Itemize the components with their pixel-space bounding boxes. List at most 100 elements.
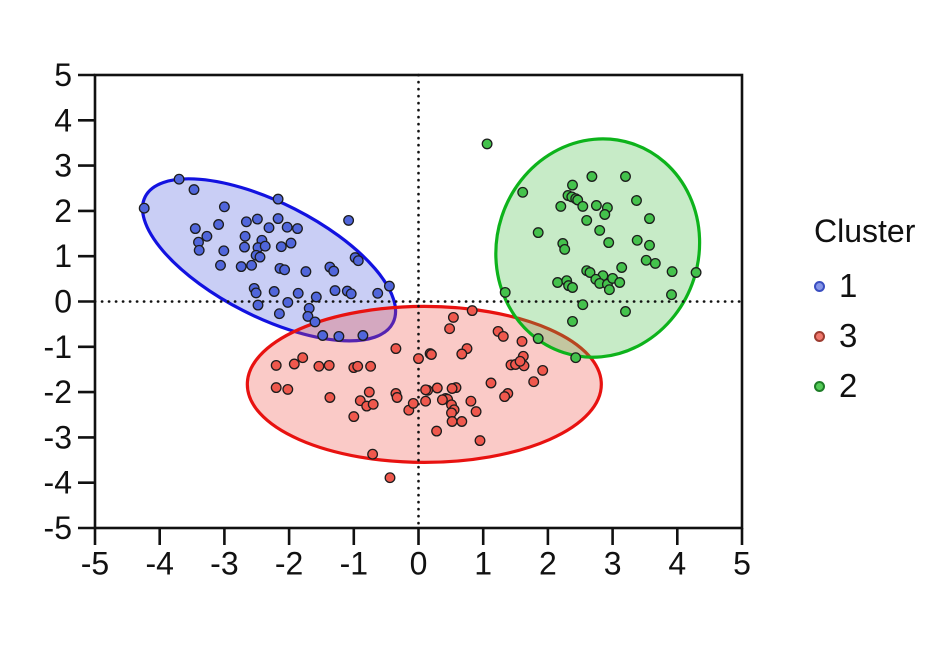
data-point-cluster-1 bbox=[302, 310, 314, 322]
data-point-cluster-1 bbox=[239, 230, 251, 242]
y-tick-label: 4 bbox=[54, 102, 72, 138]
data-point-cluster-3 bbox=[470, 406, 482, 418]
legend-item-label: 1 bbox=[839, 267, 858, 304]
data-point-cluster-3 bbox=[384, 472, 396, 484]
data-point-cluster-1 bbox=[317, 330, 329, 341]
data-point-cluster-1 bbox=[193, 244, 205, 256]
x-tick-label: -2 bbox=[275, 546, 303, 582]
data-point-cluster-1 bbox=[281, 221, 293, 233]
x-tick-label: 5 bbox=[733, 546, 751, 582]
x-tick-label: 0 bbox=[410, 546, 428, 582]
data-point-cluster-3 bbox=[446, 383, 458, 394]
data-point-cluster-3 bbox=[367, 398, 379, 410]
data-point-cluster-1 bbox=[309, 316, 321, 328]
legend-item-2: 2 bbox=[814, 369, 915, 403]
data-point-cluster-3 bbox=[516, 335, 528, 347]
data-point-cluster-1 bbox=[263, 222, 275, 234]
data-point-cluster-1 bbox=[273, 308, 285, 320]
data-point-cluster-1 bbox=[188, 184, 200, 196]
data-point-cluster-3 bbox=[288, 358, 300, 370]
data-point-cluster-2 bbox=[567, 179, 578, 191]
data-point-cluster-3 bbox=[323, 359, 335, 371]
data-point-cluster-1 bbox=[300, 266, 312, 278]
data-point-cluster-2 bbox=[499, 286, 511, 298]
data-point-cluster-2 bbox=[567, 282, 578, 293]
data-point-cluster-1 bbox=[372, 287, 384, 299]
data-point-cluster-2 bbox=[644, 239, 655, 251]
data-point-cluster-2 bbox=[559, 243, 571, 255]
legend-item-1: 1 bbox=[814, 269, 915, 303]
data-point-cluster-1 bbox=[239, 241, 250, 253]
legend-item-3: 3 bbox=[814, 319, 915, 353]
data-point-cluster-1 bbox=[343, 214, 355, 226]
y-tick-label: -3 bbox=[44, 419, 72, 455]
legend-title: Cluster bbox=[814, 213, 916, 249]
data-point-cluster-3 bbox=[270, 359, 282, 371]
data-point-cluster-2 bbox=[577, 200, 589, 212]
data-point-cluster-3 bbox=[456, 348, 468, 360]
data-point-cluster-3 bbox=[297, 352, 309, 364]
data-point-cluster-1 bbox=[282, 296, 294, 308]
data-point-cluster-3 bbox=[446, 416, 458, 427]
y-tick-label: 3 bbox=[54, 148, 72, 184]
x-tick-label: -5 bbox=[81, 546, 109, 582]
data-point-cluster-1 bbox=[218, 201, 230, 213]
data-point-cluster-3 bbox=[497, 330, 509, 342]
y-tick-label: 2 bbox=[54, 193, 72, 229]
data-point-cluster-2 bbox=[590, 200, 602, 211]
data-point-cluster-2 bbox=[481, 138, 493, 150]
data-point-cluster-2 bbox=[517, 186, 529, 198]
legend-item-label: 3 bbox=[839, 317, 858, 354]
data-point-cluster-2 bbox=[532, 333, 544, 345]
data-point-cluster-3 bbox=[447, 311, 459, 323]
data-point-cluster-1 bbox=[246, 259, 258, 271]
data-point-cluster-2 bbox=[594, 224, 606, 236]
data-point-cluster-1 bbox=[201, 230, 213, 242]
data-point-cluster-2 bbox=[581, 214, 593, 226]
data-point-cluster-3 bbox=[444, 323, 456, 335]
y-tick-label: -5 bbox=[44, 510, 72, 546]
x-tick-label: -1 bbox=[340, 546, 368, 582]
data-point-cluster-2 bbox=[631, 234, 643, 246]
y-tick-label: 0 bbox=[54, 284, 72, 320]
data-point-cluster-3 bbox=[514, 355, 526, 367]
data-point-cluster-2 bbox=[577, 299, 589, 311]
y-tick-label: 1 bbox=[54, 238, 72, 274]
x-tick-label: 2 bbox=[539, 546, 557, 582]
x-tick-label: 3 bbox=[604, 546, 622, 582]
data-point-cluster-1 bbox=[240, 216, 252, 228]
y-tick-label: 5 bbox=[54, 57, 72, 93]
data-point-cluster-2 bbox=[586, 171, 598, 182]
data-point-cluster-1 bbox=[329, 285, 341, 297]
data-point-cluster-1 bbox=[285, 237, 297, 249]
data-point-cluster-2 bbox=[603, 237, 615, 249]
x-tick-label: -4 bbox=[145, 546, 173, 582]
data-point-cluster-3 bbox=[270, 382, 282, 394]
data-point-cluster-2 bbox=[603, 284, 615, 296]
data-point-cluster-2 bbox=[631, 195, 642, 206]
data-point-cluster-1 bbox=[213, 219, 225, 230]
data-point-cluster-3 bbox=[420, 384, 432, 396]
y-tick-label: -1 bbox=[44, 329, 72, 365]
data-point-cluster-2 bbox=[599, 209, 611, 220]
data-point-cluster-1 bbox=[268, 286, 280, 297]
data-point-cluster-1 bbox=[138, 202, 150, 214]
data-point-cluster-3 bbox=[348, 411, 360, 423]
data-point-cluster-2 bbox=[620, 306, 631, 317]
data-point-cluster-1 bbox=[215, 259, 226, 271]
data-point-cluster-3 bbox=[474, 435, 486, 447]
data-point-cluster-2 bbox=[666, 289, 677, 301]
data-point-cluster-2 bbox=[567, 315, 578, 327]
data-point-cluster-3 bbox=[485, 377, 497, 389]
data-point-cluster-1 bbox=[357, 330, 369, 341]
data-point-cluster-2 bbox=[584, 267, 596, 278]
data-point-cluster-3 bbox=[363, 386, 375, 398]
legend-item-label: 2 bbox=[839, 367, 858, 404]
data-point-cluster-3 bbox=[431, 382, 443, 394]
data-point-cluster-3 bbox=[425, 349, 437, 360]
data-point-cluster-1 bbox=[383, 280, 395, 292]
data-point-cluster-1 bbox=[292, 287, 304, 299]
data-point-cluster-3 bbox=[367, 448, 379, 460]
data-point-cluster-3 bbox=[528, 376, 540, 388]
data-point-cluster-2 bbox=[614, 277, 626, 288]
